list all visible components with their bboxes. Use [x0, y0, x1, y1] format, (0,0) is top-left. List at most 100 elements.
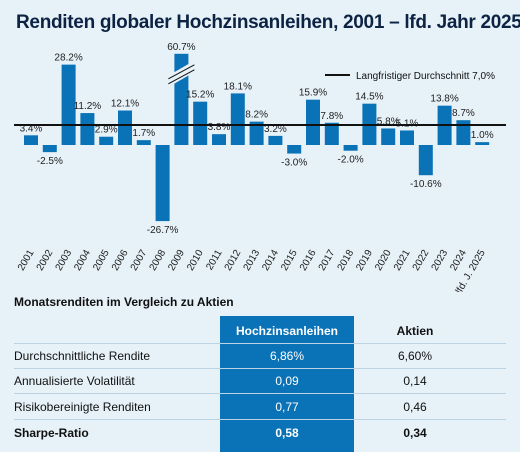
- bar: [42, 145, 57, 153]
- data-label: -10.6%: [410, 179, 442, 190]
- data-label: -26.7%: [147, 225, 179, 236]
- data-label: 11.2%: [74, 101, 102, 112]
- data-label: 13.8%: [430, 94, 458, 105]
- data-label: 5.1%: [396, 118, 419, 129]
- bar: [343, 145, 358, 151]
- table-row: Durchschnittliche Rendite 6,86% 6,60%: [0, 345, 520, 367]
- data-label: 7.8%: [320, 111, 343, 122]
- equities-value: 0,46: [403, 400, 427, 414]
- x-tick-label: 2011: [204, 248, 224, 273]
- x-tick-label: 2013: [242, 248, 263, 273]
- bar: [230, 93, 245, 145]
- table-row: Risikobereinigte Renditen 0,77 0,46: [0, 396, 520, 418]
- table-divider: [14, 393, 506, 394]
- x-tick-label: 2003: [54, 248, 75, 273]
- x-tick-label: 2008: [148, 248, 169, 273]
- equities-value: 0,34: [403, 426, 427, 440]
- data-label: 8.7%: [452, 108, 475, 119]
- x-tick-label: 2016: [298, 248, 319, 273]
- x-tick-label: 2001: [16, 248, 37, 273]
- data-label: -3.0%: [281, 158, 307, 169]
- x-tick-label: 2015: [279, 248, 300, 273]
- chart-title: Renditen globaler Hochzinsanleihen, 2001…: [16, 12, 520, 33]
- bar: [381, 128, 396, 145]
- bar: [212, 134, 226, 145]
- bar: [456, 120, 471, 145]
- equities-value: 6,60%: [397, 349, 433, 363]
- bar: [400, 130, 414, 145]
- high-yield-value: 0,09: [275, 374, 299, 388]
- high-yield-value: 6,86%: [269, 349, 305, 363]
- header-high-yield: Hochzinsanleihen: [235, 324, 339, 338]
- x-tick-label: 2023: [430, 248, 451, 273]
- bar: [418, 145, 433, 176]
- row-label: Annualisierte Volatilität: [14, 374, 135, 388]
- data-label: 15.2%: [186, 90, 214, 101]
- data-label: 8.2%: [245, 110, 268, 121]
- x-tick-label: 2019: [354, 248, 375, 273]
- row-label: Sharpe-Ratio: [14, 426, 89, 440]
- x-tick-label: 2009: [166, 248, 187, 273]
- x-tick-label: 2007: [129, 248, 150, 273]
- table-row: Annualisierte Volatilität 0,09 0,14: [0, 370, 520, 392]
- x-tick-label: 2002: [35, 248, 56, 273]
- table-divider: [14, 368, 506, 369]
- bar: [249, 121, 264, 145]
- bar: [324, 122, 339, 145]
- bar: [24, 135, 38, 145]
- bar: [118, 110, 132, 145]
- data-label: 3.4%: [20, 123, 43, 134]
- x-tick-label: 2010: [185, 248, 206, 273]
- bar: [287, 145, 302, 154]
- x-tick-label: 2020: [373, 248, 394, 273]
- bar: [306, 99, 320, 145]
- data-label: -2.5%: [37, 156, 63, 167]
- table-divider: [14, 419, 506, 420]
- table-subtitle: Monatsrenditen im Vergleich zu Aktien: [14, 295, 234, 309]
- bar: [475, 142, 490, 145]
- x-tick-label: 2005: [91, 248, 112, 273]
- table-row: Sharpe-Ratio 0,58 0,34: [0, 422, 520, 444]
- data-label: -2.0%: [338, 155, 364, 166]
- bar: [80, 113, 95, 145]
- data-label: 12.1%: [111, 99, 139, 110]
- x-tick-label: 2004: [72, 248, 93, 273]
- high-yield-column-highlight: [220, 316, 354, 452]
- data-label: 3.8%: [208, 122, 231, 133]
- x-tick-label: 2014: [260, 248, 281, 273]
- x-tick-label: 2022: [411, 248, 432, 273]
- high-yield-value: 0,77: [275, 400, 299, 414]
- x-tick-label: 2017: [317, 248, 338, 273]
- axis-break-mark: [168, 64, 195, 80]
- data-label: 5.8%: [377, 116, 400, 127]
- x-tick-label: 2006: [110, 248, 131, 273]
- x-tick-label: 2018: [336, 248, 357, 273]
- high-yield-value: 0,58: [275, 426, 299, 440]
- table-header-row: Hochzinsanleihen Aktien: [0, 320, 520, 342]
- legend-label: Langfristiger Durchschnitt 7,0%: [356, 71, 495, 82]
- bar: [99, 136, 114, 145]
- data-label: 1.0%: [471, 130, 494, 141]
- data-label: 28.2%: [54, 53, 82, 64]
- header-equities: Aktien: [396, 324, 434, 338]
- data-label: 60.7%: [167, 42, 195, 53]
- row-label: Durchschnittliche Rendite: [14, 349, 151, 363]
- x-tick-label: 2021: [392, 248, 413, 273]
- comparison-table: Hochzinsanleihen Aktien Durchschnittlich…: [0, 312, 520, 452]
- bar: [155, 145, 170, 222]
- bar: [136, 140, 151, 145]
- data-label: 1.7%: [132, 128, 155, 139]
- table-divider: [14, 343, 506, 344]
- row-label: Risikobereinigte Renditen: [14, 400, 151, 414]
- axis-break-mark: [168, 69, 195, 85]
- bar: [268, 135, 283, 145]
- data-label: 2.9%: [95, 125, 118, 136]
- equities-value: 0,14: [403, 374, 427, 388]
- data-label: 15.9%: [299, 88, 327, 99]
- data-label: 18.1%: [224, 81, 252, 92]
- data-label: 14.5%: [355, 92, 383, 103]
- bar: [193, 101, 208, 145]
- x-tick-label: 2012: [223, 248, 244, 273]
- bar-chart: 3.4% 2001 -2.5% 2002 28.2% 2003 11.2% 2004 2.9% 2…: [14, 42, 506, 292]
- data-label: 3.2%: [264, 124, 287, 135]
